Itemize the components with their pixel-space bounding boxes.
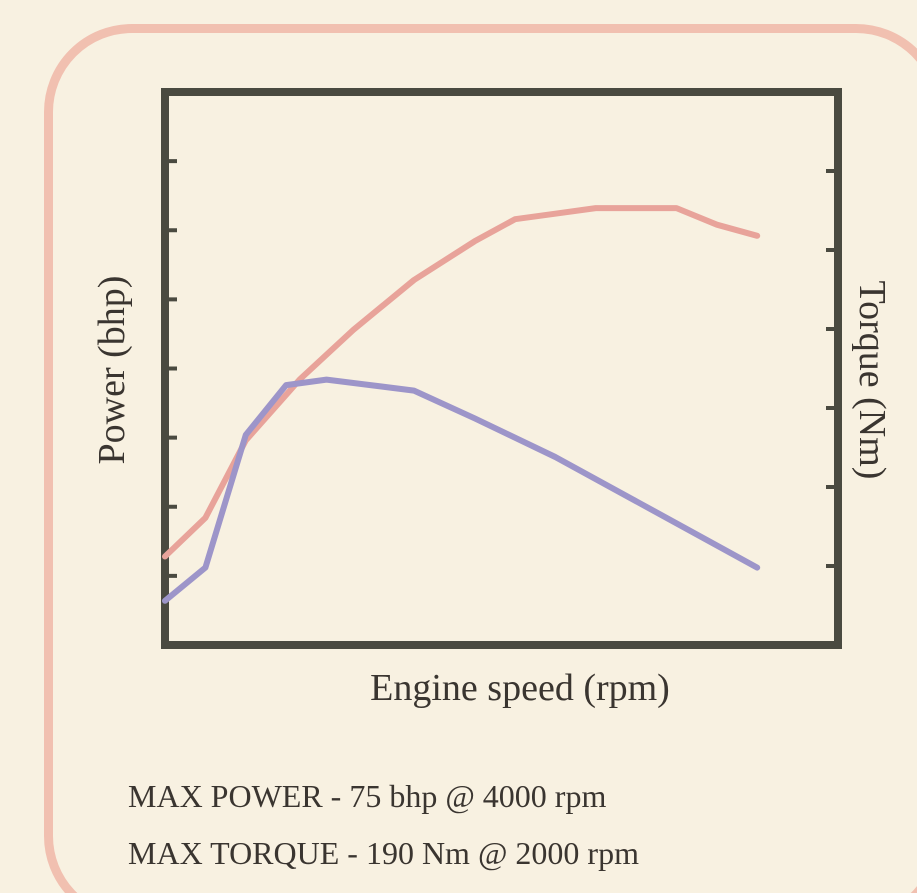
series-layer (162, 205, 761, 604)
torque-series-line (162, 376, 761, 604)
plot-area-border (161, 88, 842, 649)
rounded-frame (44, 24, 917, 893)
y-axis-right-label: Torque (Nm) (851, 280, 893, 480)
max-torque-note: MAX TORQUE - 190 Nm @ 2000 rpm (128, 835, 639, 871)
left-axis-ticks (165, 159, 177, 578)
max-power-note: MAX POWER - 75 bhp @ 4000 rpm (128, 778, 607, 814)
y-axis-left-label: Power (bhp) (91, 275, 133, 465)
right-axis-ticks (826, 169, 838, 568)
power-series-line (162, 205, 761, 560)
x-axis-label: Engine speed (rpm) (370, 667, 670, 709)
